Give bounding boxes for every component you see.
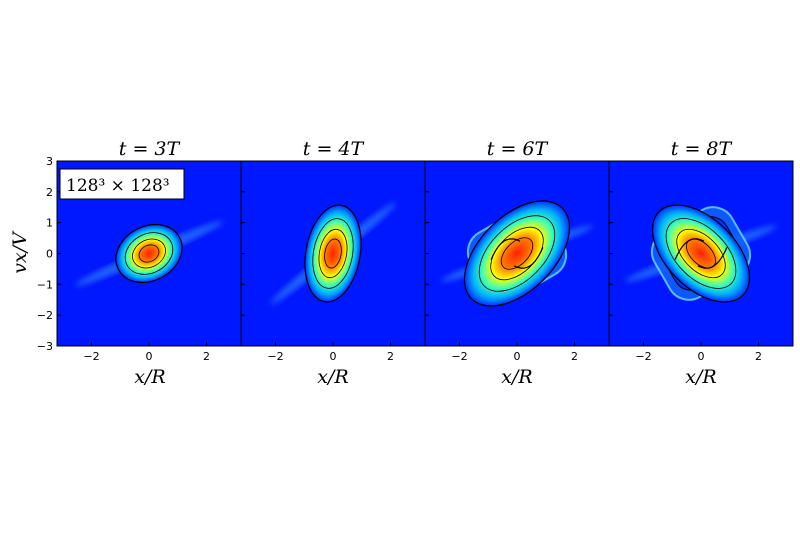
- y-tick-label: 3: [46, 155, 53, 168]
- panel-3: [425, 161, 609, 346]
- x-tick-label: −2: [83, 350, 99, 363]
- contour-line: [138, 244, 160, 263]
- x-tick-label: 2: [755, 350, 762, 363]
- x-axis-label-3: x/R: [501, 366, 532, 388]
- x-axis-label-2: x/R: [317, 366, 348, 388]
- density-core: [651, 204, 751, 303]
- y-tick-label: 2: [46, 186, 53, 199]
- x-tick-label: 0: [698, 350, 705, 363]
- panel-title: t = 4T: [303, 138, 365, 160]
- contour-line: [490, 226, 544, 281]
- y-tick-label: −2: [37, 309, 53, 322]
- contour-line: [665, 218, 737, 289]
- x-axis-label-1: x/R: [134, 366, 165, 388]
- x-axis-label-4: x/R: [685, 366, 716, 388]
- contour-line: [478, 215, 556, 292]
- density-core: [463, 200, 571, 307]
- contour-line: [324, 238, 342, 269]
- y-tick-label: −3: [37, 340, 53, 353]
- x-tick-label: −2: [451, 350, 467, 363]
- density-core: [115, 223, 183, 284]
- y-tick-label: 1: [46, 217, 53, 230]
- x-tick-label: 2: [571, 350, 578, 363]
- panel-4: [609, 161, 793, 346]
- x-tick-label: 0: [330, 350, 337, 363]
- x-tick-label: 2: [203, 350, 210, 363]
- panel-title: t = 6T: [487, 138, 549, 160]
- x-tick-label: 0: [514, 350, 521, 363]
- y-axis-label: vx/V: [9, 230, 31, 274]
- panel-title: t = 8T: [671, 138, 733, 160]
- y-tick-label: −1: [37, 278, 53, 291]
- spiral-arm: [674, 238, 728, 269]
- panel-2: [241, 161, 425, 346]
- y-tick-label: 0: [46, 248, 53, 261]
- annotation-box: [59, 168, 185, 200]
- contour-line: [132, 238, 166, 269]
- contour-line: [318, 228, 348, 279]
- spiral-arm: [490, 238, 544, 269]
- density-core: [304, 204, 362, 303]
- panel-title: t = 3T: [119, 138, 181, 160]
- x-tick-label: 2: [387, 350, 394, 363]
- x-tick-label: −2: [267, 350, 283, 363]
- contour-line: [676, 228, 726, 279]
- resolution-annotation: 128³ × 128³: [66, 176, 170, 196]
- contour-line: [124, 232, 174, 275]
- contour-line: [500, 237, 534, 270]
- x-tick-label: −2: [635, 350, 651, 363]
- x-tick-label: 0: [146, 350, 153, 363]
- contour-line: [312, 218, 354, 289]
